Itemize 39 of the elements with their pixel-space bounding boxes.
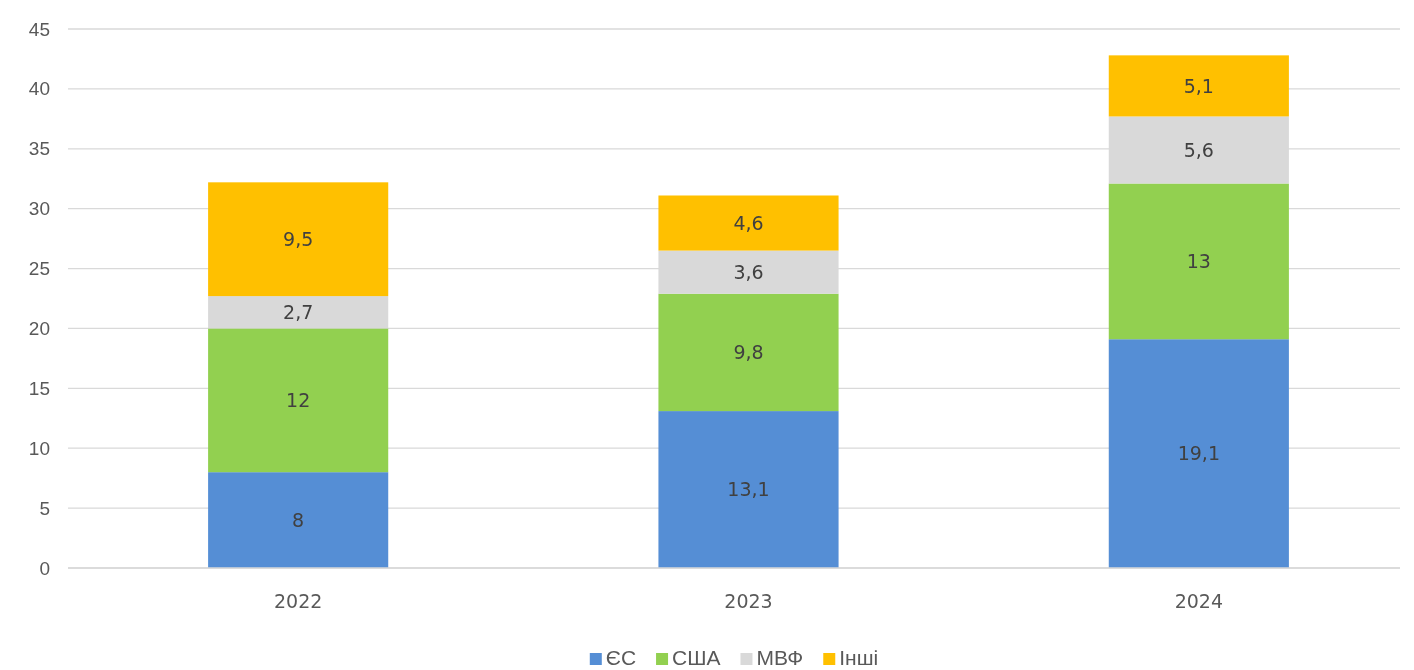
x-tick-label: 2022 — [273, 590, 323, 612]
bar — [1108, 339, 1289, 568]
bar — [208, 296, 389, 329]
y-tick-label: 5 — [39, 497, 50, 519]
data-label: 9,5 — [283, 227, 314, 250]
bar — [208, 182, 389, 297]
y-tick-label: 15 — [28, 377, 50, 399]
data-label: 8 — [292, 508, 305, 531]
data-label: 4,6 — [733, 211, 764, 234]
data-label: 2,7 — [283, 300, 314, 323]
y-tick-label: 10 — [28, 437, 50, 459]
bar — [208, 328, 389, 473]
legend-label: Інші — [839, 646, 879, 669]
data-label: 12 — [286, 388, 311, 411]
y-tick-label: 0 — [39, 557, 50, 579]
legend-label: ЄС — [605, 646, 637, 669]
y-tick-label: 35 — [28, 138, 50, 160]
bar — [658, 195, 839, 251]
data-label: 3,6 — [733, 260, 764, 283]
data-label: 13,1 — [727, 478, 770, 501]
data-label: 13 — [1186, 250, 1211, 273]
y-tick-label: 30 — [28, 198, 50, 220]
bar — [658, 411, 839, 568]
bar — [208, 472, 389, 568]
y-tick-label: 20 — [28, 318, 50, 340]
x-tick-label: 2024 — [1174, 590, 1224, 612]
x-tick-label: 2023 — [724, 590, 773, 612]
data-label: 19,1 — [1177, 442, 1220, 465]
y-tick-label: 45 — [28, 18, 50, 40]
y-tick-label: 25 — [28, 258, 50, 280]
bar — [1108, 55, 1289, 117]
y-tick-label: 40 — [28, 78, 50, 100]
bar — [658, 293, 839, 412]
data-label: 5,1 — [1183, 74, 1214, 97]
data-label: 5,6 — [1183, 138, 1214, 161]
legend-label: США — [672, 646, 721, 669]
bar — [1108, 183, 1289, 340]
data-label: 9,8 — [733, 341, 764, 364]
legend-label: МВФ — [756, 646, 804, 669]
